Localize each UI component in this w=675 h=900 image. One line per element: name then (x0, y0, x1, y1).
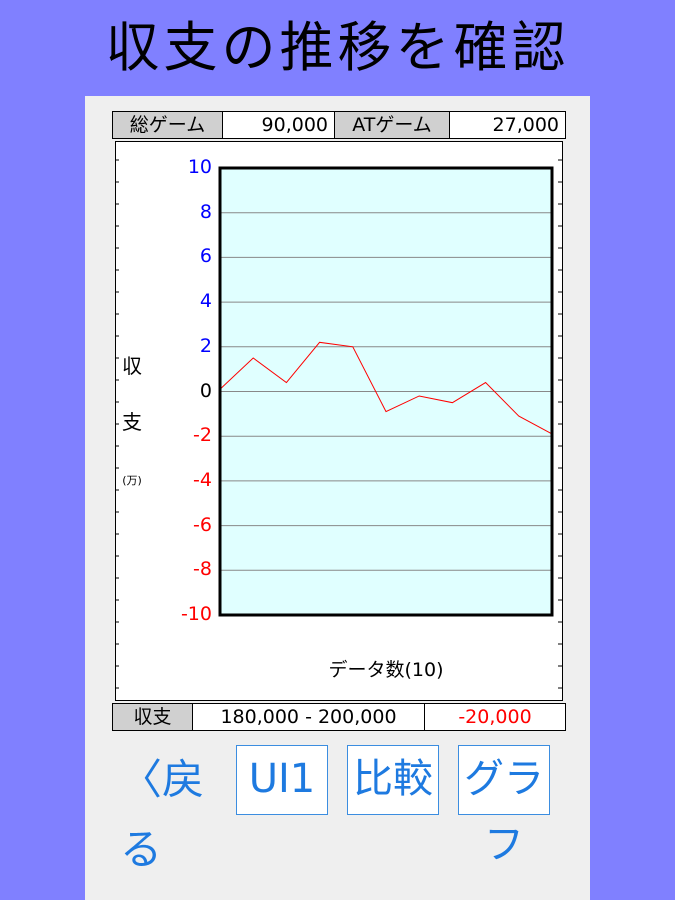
balance-value: -20,000 (425, 704, 565, 730)
y-tick-label: 2 (199, 334, 212, 357)
plot-border (218, 166, 554, 617)
balance-label: 収支 (113, 704, 193, 730)
ui1-button[interactable]: UI1 (236, 745, 328, 815)
y-tick-label: 0 (199, 379, 212, 402)
balance-series-line (219, 341, 553, 435)
game-stats-row: 総ゲーム 90,000 ATゲーム 27,000 (112, 111, 566, 139)
total-games-value: 90,000 (223, 112, 335, 138)
balance-range: 180,000 - 200,000 (193, 704, 425, 730)
y-axis-label-char-2: 支 (122, 410, 142, 434)
y-tick-label: -4 (193, 468, 212, 491)
balance-row: 収支 180,000 - 200,000 -20,000 (112, 703, 566, 731)
at-games-value: 27,000 (450, 112, 565, 138)
y-tick-label: -8 (193, 558, 212, 581)
y-tick-label: 4 (199, 290, 212, 313)
back-button[interactable]: 〈戻る (120, 755, 205, 874)
y-tick-label: -10 (180, 603, 212, 625)
y-axis-label-char-1: 収 (122, 354, 142, 378)
y-tick-label: 6 (199, 245, 212, 268)
total-games-label: 総ゲーム (113, 112, 223, 138)
y-axis-unit: (万) (122, 474, 142, 487)
y-tick-label: -6 (193, 513, 212, 536)
y-tick-label: 8 (199, 200, 212, 223)
y-tick-label: 10 (187, 156, 212, 178)
x-axis-label: データ数(10) (328, 659, 444, 681)
y-tick-label: -2 (193, 424, 212, 447)
page-title: 収支の推移を確認 (105, 16, 570, 79)
compare-button[interactable]: 比較 (347, 745, 439, 815)
graph-button[interactable]: グラフ (458, 745, 550, 868)
at-games-label: ATゲーム (335, 112, 450, 138)
